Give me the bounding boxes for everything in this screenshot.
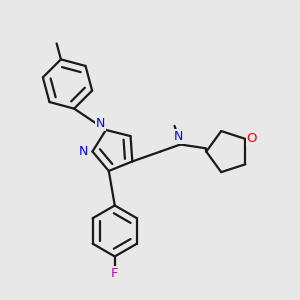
Text: O: O — [247, 132, 257, 146]
Text: N: N — [96, 117, 105, 130]
Text: N: N — [79, 145, 88, 158]
Text: F: F — [111, 267, 118, 280]
Text: N: N — [174, 130, 184, 142]
